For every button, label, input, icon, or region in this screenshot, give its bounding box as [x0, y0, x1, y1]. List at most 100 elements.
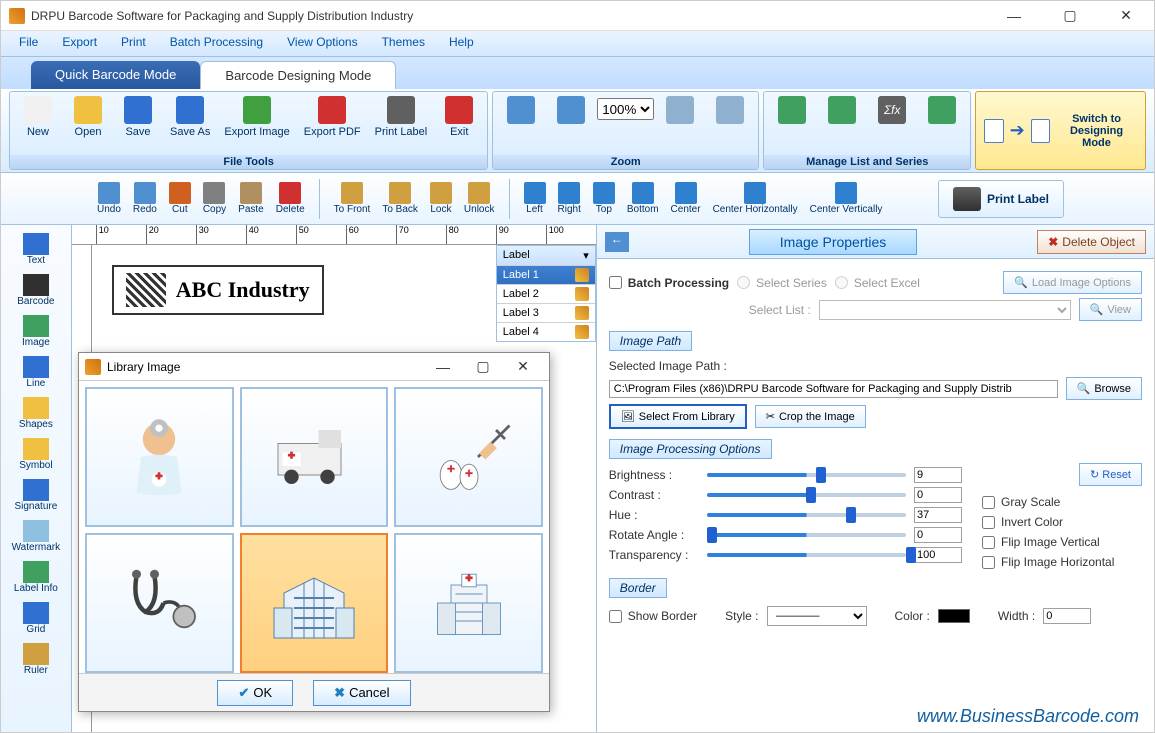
save-button[interactable]: Save [114, 94, 162, 140]
cut-button[interactable]: Cut [163, 180, 197, 217]
menu-help[interactable]: Help [437, 31, 486, 56]
lock-button[interactable]: Lock [424, 180, 458, 217]
tool-grid[interactable]: Grid [1, 598, 71, 639]
menu-print[interactable]: Print [109, 31, 158, 56]
align-right-button[interactable]: Right [552, 180, 587, 217]
align-bottom-button[interactable]: Bottom [621, 180, 665, 217]
view-list-button[interactable]: 🔍 View [1079, 298, 1142, 321]
reset-button[interactable]: ↻ Reset [1079, 463, 1142, 486]
library-item-clinic-building[interactable] [394, 533, 543, 673]
tab-designing-mode[interactable]: Barcode Designing Mode [200, 61, 396, 89]
rotate-value-input[interactable] [914, 527, 962, 543]
edit-label-icon[interactable] [575, 268, 589, 282]
hue-value-input[interactable] [914, 507, 962, 523]
dialog-close-button[interactable]: ✕ [503, 355, 543, 379]
copy-button[interactable]: Copy [197, 180, 232, 217]
tool-shapes[interactable]: Shapes [1, 393, 71, 434]
dialog-cancel-button[interactable]: ✖Cancel [313, 680, 410, 706]
label-row-4[interactable]: Label 4 [497, 322, 595, 341]
label-row-3[interactable]: Label 3 [497, 303, 595, 322]
library-item-doctor[interactable] [85, 387, 234, 527]
invert-color-checkbox[interactable]: Invert Color [982, 515, 1142, 529]
dialog-minimize-button[interactable]: — [423, 355, 463, 379]
show-border-checkbox[interactable]: Show Border [609, 609, 697, 623]
manage-excel-button[interactable] [818, 94, 866, 128]
gray-scale-checkbox[interactable]: Gray Scale [982, 495, 1142, 509]
dialog-ok-button[interactable]: ✔OK [217, 680, 293, 706]
close-button[interactable]: ✕ [1106, 4, 1146, 28]
hue-slider[interactable] [707, 513, 906, 517]
edit-label-icon[interactable] [575, 287, 589, 301]
select-excel-radio[interactable]: Select Excel [835, 276, 920, 290]
zoom-select[interactable]: 100% [597, 98, 654, 120]
redo-button[interactable]: Redo [127, 180, 163, 217]
paste-button[interactable]: Paste [232, 180, 270, 217]
select-from-library-button[interactable]: 🖼 Select From Library [609, 404, 747, 429]
label-row-1[interactable]: Label 1 [497, 265, 595, 284]
switch-mode-button[interactable]: ➔ Switch to Designing Mode [975, 91, 1146, 170]
menu-themes[interactable]: Themes [370, 31, 437, 56]
image-path-input[interactable] [609, 380, 1058, 398]
open-button[interactable]: Open [64, 94, 112, 140]
zoom-in-button[interactable] [656, 94, 704, 128]
edit-label-icon[interactable] [575, 325, 589, 339]
minimize-button[interactable]: — [994, 4, 1034, 28]
border-style-select[interactable]: ———— [767, 606, 867, 626]
new-button[interactable]: New [14, 94, 62, 140]
print-label-button[interactable]: Print Label [938, 180, 1064, 218]
maximize-button[interactable]: ▢ [1050, 4, 1090, 28]
library-item-hospital-building[interactable] [240, 533, 389, 673]
tool-symbol[interactable]: Symbol [1, 434, 71, 475]
export-pdf-button[interactable]: Export PDF [298, 94, 367, 140]
export-image-button[interactable]: Export Image [218, 94, 295, 140]
batch-processing-checkbox[interactable]: Batch Processing [609, 276, 729, 290]
unlock-button[interactable]: Unlock [458, 180, 501, 217]
border-width-input[interactable] [1043, 608, 1091, 624]
label-preview[interactable]: ABC Industry [112, 265, 324, 315]
label-row-2[interactable]: Label 2 [497, 284, 595, 303]
align-top-button[interactable]: Top [587, 180, 621, 217]
to-front-button[interactable]: To Front [328, 180, 377, 217]
border-color-swatch[interactable] [938, 609, 970, 623]
menu-file[interactable]: File [7, 31, 50, 56]
library-item-medicine-syringe[interactable] [394, 387, 543, 527]
tool-line[interactable]: Line [1, 352, 71, 393]
brightness-value-input[interactable] [914, 467, 962, 483]
align-center-horizontally-button[interactable]: Center Horizontally [707, 180, 804, 217]
transparency-slider[interactable] [707, 553, 906, 557]
menu-export[interactable]: Export [50, 31, 109, 56]
edit-label-icon[interactable] [575, 306, 589, 320]
delete-button[interactable]: Delete [270, 180, 311, 217]
delete-object-button[interactable]: ✖Delete Object [1037, 230, 1146, 254]
tool-ruler[interactable]: Ruler [1, 639, 71, 680]
load-image-options-button[interactable]: 🔍 Load Image Options [1003, 271, 1142, 294]
transparency-value-input[interactable] [914, 547, 962, 563]
manage-formula-button[interactable]: Σfx [868, 94, 916, 128]
manage-list-button[interactable] [768, 94, 816, 128]
menu-batch[interactable]: Batch Processing [158, 31, 275, 56]
align-center-vertically-button[interactable]: Center Vertically [804, 180, 889, 217]
flip-image-horizontal-checkbox[interactable]: Flip Image Horizontal [982, 555, 1142, 569]
props-back-button[interactable]: ← [605, 232, 629, 252]
select-list-dropdown[interactable] [819, 300, 1071, 320]
brightness-slider[interactable] [707, 473, 906, 477]
library-item-ambulance[interactable] [240, 387, 389, 527]
select-series-radio[interactable]: Select Series [737, 276, 827, 290]
contrast-value-input[interactable] [914, 487, 962, 503]
flip-image-vertical-checkbox[interactable]: Flip Image Vertical [982, 535, 1142, 549]
print-label-button[interactable]: Print Label [369, 94, 434, 140]
manage-series-button[interactable] [918, 94, 966, 128]
tool-signature[interactable]: Signature [1, 475, 71, 516]
menu-view[interactable]: View Options [275, 31, 369, 56]
zoom-actual-button[interactable] [547, 94, 595, 128]
to-back-button[interactable]: To Back [376, 180, 424, 217]
contrast-slider[interactable] [707, 493, 906, 497]
tool-watermark[interactable]: Watermark [1, 516, 71, 557]
tool-text[interactable]: Text [1, 229, 71, 270]
browse-button[interactable]: 🔍 Browse [1066, 377, 1142, 400]
library-item-stethoscope[interactable] [85, 533, 234, 673]
dialog-maximize-button[interactable]: ▢ [463, 355, 503, 379]
tab-quick-barcode[interactable]: Quick Barcode Mode [31, 61, 200, 89]
crop-image-button[interactable]: ✂ Crop the Image [755, 405, 866, 428]
tool-image[interactable]: Image [1, 311, 71, 352]
